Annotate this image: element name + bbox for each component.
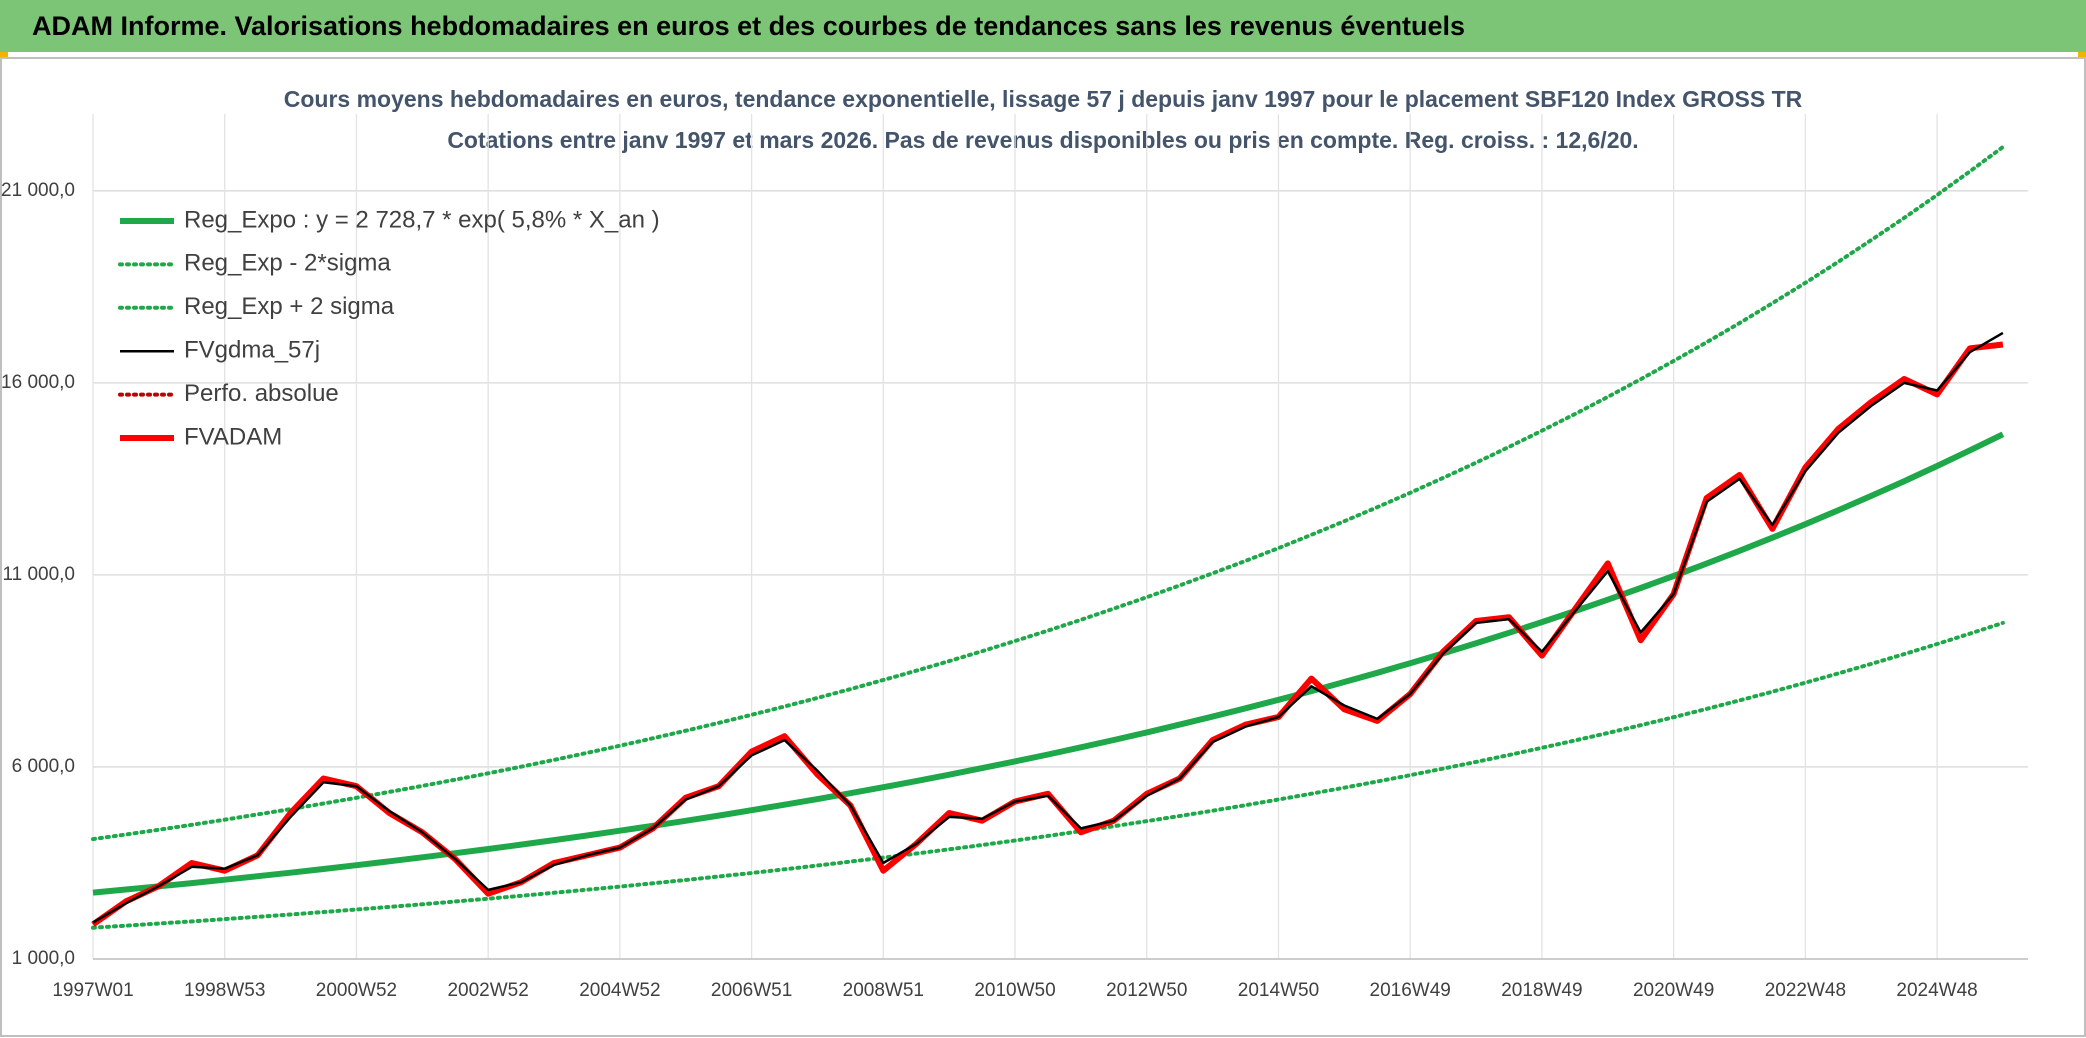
frame bbox=[0, 57, 2086, 1037]
x-tick-label: 2014W50 bbox=[1238, 980, 1319, 1001]
series-line bbox=[91, 145, 2005, 842]
x-tick-label: 2016W49 bbox=[1370, 980, 1451, 1001]
header-bar bbox=[0, 0, 2086, 52]
corner bbox=[0, 52, 8, 58]
x-tick-label: 2008W51 bbox=[843, 980, 924, 1001]
x-tick-label: 2020W49 bbox=[1633, 980, 1714, 1001]
x-tick-label: 2002W52 bbox=[447, 980, 528, 1001]
x-tick-label: 2006W51 bbox=[711, 980, 792, 1001]
x-tick-label: 2018W49 bbox=[1501, 980, 1582, 1001]
header-title: ADAM Informe. Valorisations hebdomadaire… bbox=[32, 11, 1465, 41]
x-tick-label: 2004W52 bbox=[579, 980, 660, 1001]
y-tick-label: 1 000,0 bbox=[12, 948, 75, 969]
legend-label: FVADAM bbox=[184, 423, 282, 450]
x-tick-label: 2000W52 bbox=[316, 980, 397, 1001]
legend-label: Reg_Exp + 2 sigma bbox=[184, 293, 395, 320]
legend-label: Perfo. absolue bbox=[184, 380, 339, 407]
x-tick-label: 1997W01 bbox=[52, 980, 133, 1001]
series-line bbox=[92, 431, 2005, 896]
x-tick-label: 1998W53 bbox=[184, 980, 265, 1001]
legend-label: Reg_Exp - 2*sigma bbox=[184, 250, 391, 277]
legend-label: FVgdma_57j bbox=[184, 337, 320, 364]
y-tick-label: 6 000,0 bbox=[12, 756, 75, 777]
series-line bbox=[91, 620, 2005, 930]
x-tick-label: 2024W48 bbox=[1896, 980, 1977, 1001]
legend-label: Reg_Expo : y = 2 728,7 * exp( 5,8% * X_a… bbox=[184, 206, 660, 233]
y-tick-label: 21 000,0 bbox=[1, 180, 75, 201]
chart-title: Cours moyens hebdomadaires en euros, ten… bbox=[284, 86, 1803, 112]
y-tick-label: 16 000,0 bbox=[1, 372, 75, 393]
chart-subtitle: Cotations entre janv 1997 et mars 2026. … bbox=[447, 127, 1638, 153]
y-tick-label: 11 000,0 bbox=[2, 564, 75, 585]
series-line bbox=[92, 331, 2004, 924]
x-tick-label: 2010W50 bbox=[974, 980, 1055, 1001]
x-tick-label: 2012W50 bbox=[1106, 980, 1187, 1001]
x-tick-label: 2022W48 bbox=[1765, 980, 1846, 1001]
corner bbox=[2078, 52, 2086, 58]
